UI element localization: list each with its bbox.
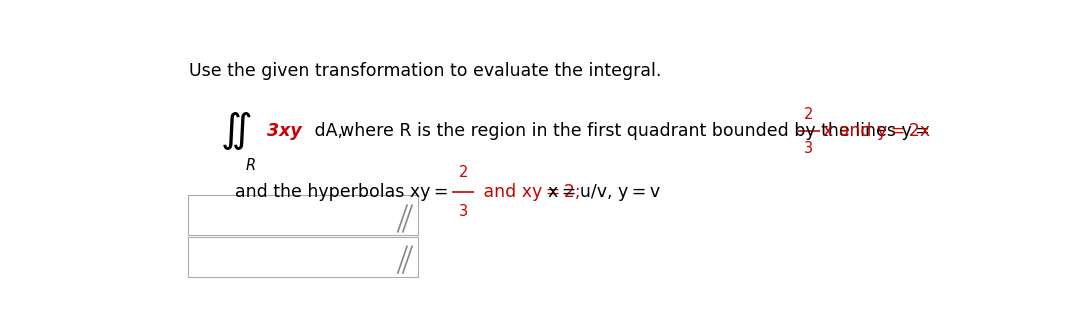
Text: R: R	[245, 158, 256, 173]
Text: Use the given transformation to evaluate the integral.: Use the given transformation to evaluate…	[189, 62, 662, 80]
Text: x and y = 2x: x and y = 2x	[823, 122, 930, 140]
Text: 3: 3	[805, 141, 813, 156]
Text: 3xy: 3xy	[267, 122, 302, 140]
Text: dA,: dA,	[309, 122, 343, 140]
Text: $\iint$: $\iint$	[219, 110, 252, 152]
Text: 2: 2	[805, 107, 813, 122]
Text: x = u/v, y = v: x = u/v, y = v	[548, 183, 660, 201]
Text: 2: 2	[458, 165, 468, 180]
Text: 3: 3	[459, 204, 468, 219]
Text: and the hyperbolas xy =: and the hyperbolas xy =	[235, 183, 453, 201]
Text: and xy = 2;: and xy = 2;	[478, 183, 581, 201]
Text: where R is the region in the first quadrant bounded by the lines y =: where R is the region in the first quadr…	[340, 122, 933, 140]
